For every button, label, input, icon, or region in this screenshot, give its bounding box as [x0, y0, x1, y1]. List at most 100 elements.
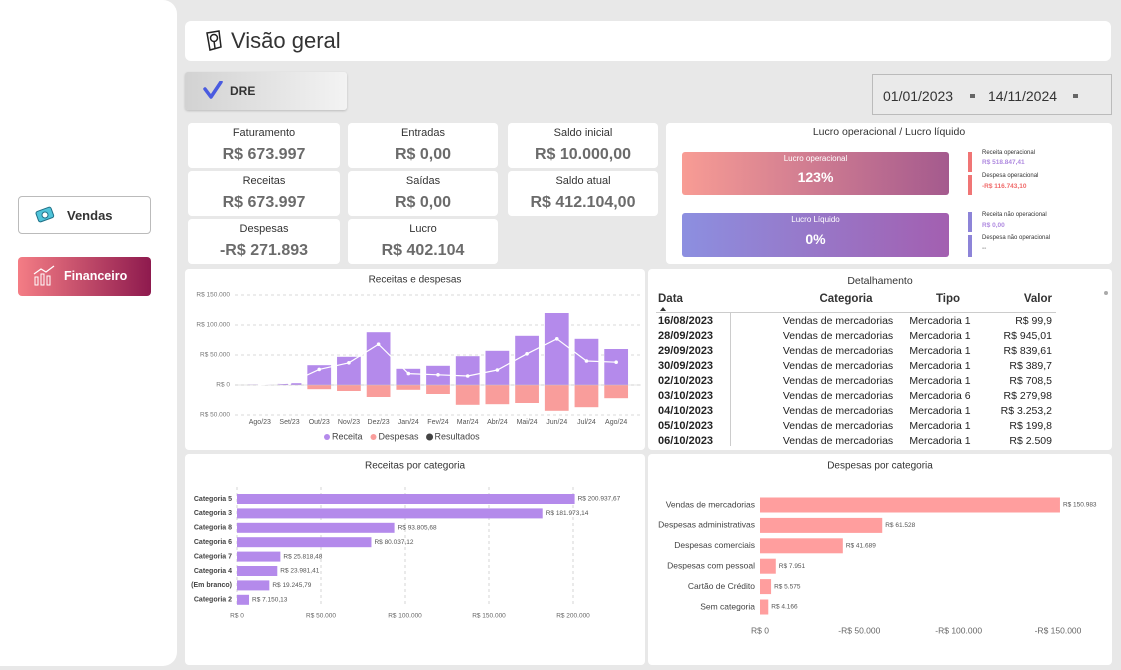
- date-start[interactable]: 01/01/2023: [883, 88, 954, 104]
- gauge-value: 0%: [805, 231, 826, 247]
- table-cell: Tipo: [935, 293, 961, 305]
- dre-tab[interactable]: DRE: [185, 72, 347, 110]
- kpi-card: Saldo inicial R$ 10.000,00: [508, 123, 658, 168]
- header-icon: [206, 30, 222, 51]
- table-row: 03/10/2023 Vendas de mercadorias Mercadori…: [656, 389, 1096, 404]
- bar: [426, 385, 450, 394]
- detail-label: Despesa não operacional: [982, 235, 1051, 241]
- category-label: Vendas de mercadorias: [666, 499, 755, 509]
- value-label: R$ 7.951: [779, 563, 806, 570]
- table-cell: R$ 279,98: [1003, 390, 1052, 402]
- table-cell: R$ 99,9: [1015, 315, 1052, 327]
- table-cell: 06/10/2023: [658, 435, 714, 446]
- dre-label: DRE: [230, 84, 256, 98]
- table-row: 28/09/2023 Vendas de mercadorias Mercadori…: [656, 329, 1096, 344]
- line-point: [495, 368, 500, 372]
- kpi-label: Entradas: [400, 127, 446, 139]
- x-tick-label: Jan/24: [398, 419, 419, 426]
- bar: [760, 579, 772, 595]
- receitas-despesas-chart: Receitas e despesas R$ 50.000 R$ 0 R$ 50.00…: [196, 275, 641, 441]
- kpi-value: R$ 0,00: [394, 146, 452, 163]
- table-cell: Vendas de mercadorias: [782, 330, 894, 342]
- table-cell: 04/10/2023: [658, 405, 714, 417]
- kpi-value: R$ 412.104,00: [530, 194, 636, 211]
- line-point: [584, 359, 589, 363]
- table-cell: R$ 839,61: [1003, 345, 1052, 357]
- bar: [544, 313, 569, 385]
- bar: [237, 594, 250, 605]
- detail-value: R$ 518.847,41: [982, 159, 1025, 166]
- calendar-icon: [970, 94, 975, 98]
- value-label: R$ 25.818,48: [283, 553, 322, 560]
- kpi-label: Faturamento: [232, 127, 296, 139]
- bar: [760, 558, 776, 574]
- x-tick-label: Mar/24: [457, 419, 479, 426]
- calendar-icon: [1073, 94, 1078, 98]
- bar: [366, 385, 391, 397]
- chart-panel: Receitas e despesas R$ 50.000 R$ 0 R$ 50.00…: [185, 269, 645, 450]
- table-cell: Mercadoria 1: [909, 375, 971, 387]
- y-tick-label: R$ 150.000: [196, 292, 230, 299]
- detail-label: Receita não operacional: [982, 212, 1047, 218]
- vendas-button[interactable]: Vendas: [18, 196, 151, 234]
- table-cell: Vendas de mercadorias: [782, 390, 894, 402]
- bar: [337, 385, 361, 391]
- kpi-card: Lucro R$ 402.104: [348, 219, 498, 264]
- category-label: Categoria 2: [194, 597, 232, 604]
- sidebar: Vendas Financeiro: [0, 0, 177, 666]
- legend-marker: [324, 434, 330, 440]
- kpi-card: Saldo atual R$ 412.104,00: [508, 171, 658, 216]
- kpi-card: Despesas -R$ 271.893: [188, 219, 340, 264]
- table-cell: Vendas de mercadorias: [782, 360, 894, 372]
- table-cell: R$ 199,8: [1009, 420, 1052, 432]
- despesas-categoria-chart: Despesas por categoria R$ 0 -R$ 50.000 -R$ …: [658, 461, 1097, 636]
- value-label: R$ 181.973,14: [546, 510, 589, 517]
- bar: [237, 580, 270, 591]
- bar: [760, 497, 1060, 513]
- table-row: 04/10/2023 Vendas de mercadorias Mercadori…: [656, 404, 1096, 419]
- x-tick-label: Out/23: [309, 419, 330, 426]
- financeiro-label: Financeiro: [64, 269, 128, 283]
- bar: [307, 385, 332, 390]
- y-tick-label: R$ 0: [216, 382, 230, 389]
- category-label: Despesas com pessoal: [667, 560, 755, 570]
- line-point: [258, 382, 262, 387]
- line-point: [465, 374, 470, 378]
- chart-title: Despesas por categoria: [827, 461, 933, 472]
- page-title: Visão geral: [231, 28, 341, 53]
- bar: [544, 385, 569, 411]
- detail-bar: [968, 175, 972, 195]
- value-label: R$ 80.037,12: [374, 539, 413, 546]
- financeiro-button[interactable]: Financeiro: [18, 257, 151, 296]
- category-label: Cartão de Crédito: [688, 581, 755, 591]
- x-tick-label: R$ 150.000: [472, 613, 506, 620]
- x-tick-label: R$ 0: [230, 613, 244, 620]
- kpi-value: R$ 0,00: [394, 194, 452, 211]
- category-label: Categoria 4: [194, 568, 232, 575]
- date-end[interactable]: 14/11/2024: [988, 88, 1058, 104]
- bar: [604, 385, 629, 399]
- line-point: [287, 381, 292, 385]
- x-tick-label: R$ 0: [751, 625, 769, 635]
- x-tick-label: -R$ 100.000: [935, 625, 982, 635]
- value-label: R$ 5.575: [774, 583, 801, 590]
- bar: [760, 599, 769, 615]
- detail-bar: [968, 212, 972, 232]
- detail-value: --: [982, 245, 987, 252]
- detail-bar: [968, 235, 972, 257]
- gauge-value: 123%: [797, 169, 834, 185]
- x-tick-label: Nov/23: [338, 419, 360, 426]
- x-tick-label: R$ 50.000: [306, 613, 336, 620]
- table-cell: Vendas de mercadorias: [782, 375, 894, 387]
- kpi-label: Saldo inicial: [553, 127, 613, 139]
- table-cell: 03/10/2023: [658, 390, 714, 402]
- table-header: Data Categoria Tipo Valor: [656, 292, 1096, 307]
- table-cell: 30/09/2023: [658, 360, 714, 372]
- table-cell: Mercadoria 1: [909, 330, 971, 342]
- y-tick-label: R$ 50.000: [200, 352, 230, 359]
- category-label: Sem categoria: [700, 601, 755, 611]
- line-point: [317, 367, 322, 372]
- category-label: Categoria 7: [194, 553, 232, 560]
- bar: [760, 538, 843, 554]
- header-divider: [656, 312, 1056, 313]
